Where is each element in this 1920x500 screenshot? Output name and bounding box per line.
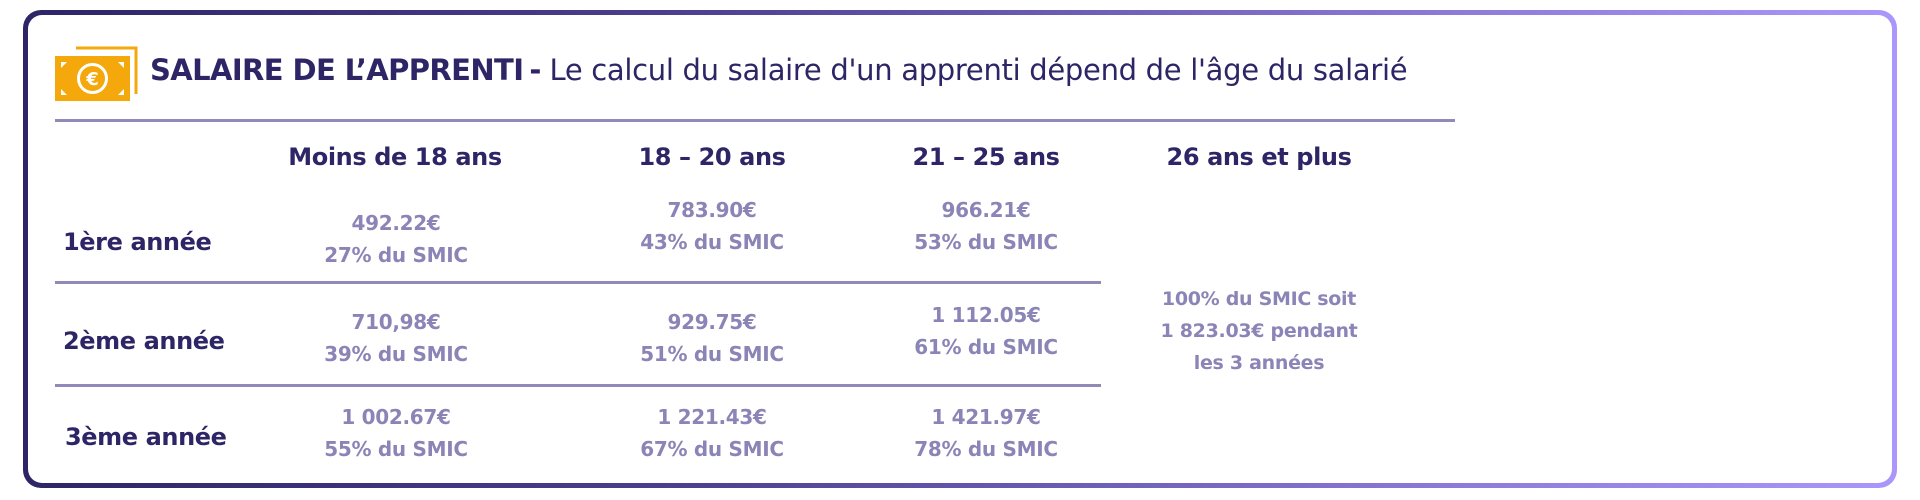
row-divider: [55, 281, 1101, 284]
column-header-26-plus: 26 ans et plus: [1166, 143, 1352, 171]
cell-amount: 1 112.05€: [931, 303, 1041, 327]
table-cell: 1 112.05€ 61% du SMIC: [914, 299, 1058, 363]
cell-amount: 966.21€: [941, 198, 1031, 222]
cell-percent: 51% du SMIC: [640, 342, 784, 366]
title-separator: -: [529, 53, 542, 87]
row-header-year-2: 2ème année: [63, 327, 225, 355]
table-cell: 710,98€ 39% du SMIC: [324, 306, 468, 370]
table-cell: 1 002.67€ 55% du SMIC: [324, 401, 468, 465]
row-header-year-1: 1ère année: [63, 228, 212, 256]
cell-percent: 27% du SMIC: [324, 243, 468, 267]
column-header-21-25: 21 – 25 ans: [912, 143, 1060, 171]
table-cell: 1 221.43€ 67% du SMIC: [640, 401, 784, 465]
svg-text:€: €: [85, 69, 99, 90]
row-divider: [55, 384, 1101, 387]
row-header-year-3: 3ème année: [65, 423, 227, 451]
cell-percent: 61% du SMIC: [914, 335, 1058, 359]
cell-amount: 1 421.97€: [931, 405, 1041, 429]
table-cell: 966.21€ 53% du SMIC: [914, 194, 1058, 258]
page-title: SALAIRE DE L’APPRENTI - Le calcul du salai…: [150, 50, 1408, 90]
cell-percent: 78% du SMIC: [914, 437, 1058, 461]
cell-percent: 39% du SMIC: [324, 342, 468, 366]
cell-percent: 53% du SMIC: [914, 230, 1058, 254]
banknote-euro-icon: €: [55, 46, 138, 101]
cell-amount: 492.22€: [351, 211, 441, 235]
merged-cell-26-plus: 100% du SMIC soit 1 823.03€ pendant les …: [1161, 283, 1358, 379]
merged-line-1: 100% du SMIC soit: [1161, 288, 1357, 310]
header-divider: [55, 119, 1455, 122]
table-cell: 929.75€ 51% du SMIC: [640, 306, 784, 370]
merged-line-2: 1 823.03€ pendant: [1160, 320, 1358, 342]
column-header-18-20: 18 – 20 ans: [638, 143, 786, 171]
card-frame: [23, 10, 1897, 488]
cell-percent: 43% du SMIC: [640, 230, 784, 254]
cell-amount: 929.75€: [667, 310, 757, 334]
table-cell: 1 421.97€ 78% du SMIC: [914, 401, 1058, 465]
cell-amount: 1 221.43€: [657, 405, 767, 429]
merged-line-3: les 3 années: [1193, 352, 1325, 374]
title-subtitle: Le calcul du salaire d'un apprenti dépen…: [549, 53, 1408, 87]
cell-amount: 783.90€: [667, 198, 757, 222]
cell-amount: 710,98€: [351, 310, 441, 334]
table-cell: 492.22€ 27% du SMIC: [324, 207, 468, 271]
cell-percent: 55% du SMIC: [324, 437, 468, 461]
title-main: SALAIRE DE L’APPRENTI: [150, 53, 524, 87]
cell-amount: 1 002.67€: [341, 405, 451, 429]
card-body: [28, 15, 1892, 483]
cell-percent: 67% du SMIC: [640, 437, 784, 461]
table-cell: 783.90€ 43% du SMIC: [640, 194, 784, 258]
column-header-under-18: Moins de 18 ans: [288, 143, 502, 171]
